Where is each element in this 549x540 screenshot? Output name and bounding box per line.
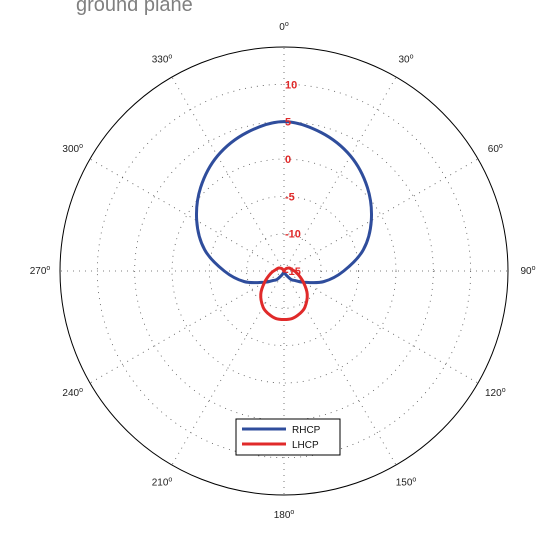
legend: RHCP LHCP bbox=[235, 418, 341, 456]
grid-spoke-1 bbox=[283, 76, 397, 272]
angle-label-0: 0o bbox=[279, 21, 289, 33]
grid-ring-3 bbox=[171, 158, 397, 384]
legend-label-rhcp: RHCP bbox=[292, 425, 321, 436]
legend-box bbox=[235, 418, 341, 456]
angle-label-240: 240o bbox=[62, 387, 83, 399]
series-line-lhcp bbox=[259, 266, 309, 322]
angle-label-120: 120o bbox=[485, 387, 506, 399]
grid-spoke-11 bbox=[171, 76, 285, 272]
r-tick-label-10: 10 bbox=[285, 79, 297, 91]
angle-label-210: 210o bbox=[152, 476, 173, 488]
angle-label-270: 270o bbox=[30, 265, 51, 277]
grid-spoke-10 bbox=[89, 158, 285, 272]
grid-spoke-5 bbox=[283, 270, 397, 466]
angle-label-90: 90o bbox=[520, 265, 535, 277]
angle-label-30: 30o bbox=[398, 54, 413, 66]
grid-ring-1 bbox=[246, 233, 322, 309]
angle-label-60: 60o bbox=[488, 143, 503, 155]
grid-spoke-4 bbox=[283, 270, 479, 384]
r-tick-label--5: -5 bbox=[285, 191, 295, 203]
angle-label-180: 180o bbox=[274, 509, 295, 521]
legend-label-lhcp: LHCP bbox=[292, 440, 319, 451]
angle-label-330: 330o bbox=[152, 54, 173, 66]
grid-spoke-7 bbox=[171, 270, 285, 466]
r-tick-label--10: -10 bbox=[285, 229, 301, 241]
r-tick-label-0: 0 bbox=[285, 154, 291, 166]
r-tick-label--15: -15 bbox=[285, 266, 301, 278]
grid-ring-2 bbox=[208, 195, 360, 347]
angle-label-150: 150o bbox=[396, 476, 417, 488]
outer-boundary bbox=[59, 46, 509, 496]
r-tick-label-5: 5 bbox=[285, 117, 291, 129]
grid-spoke-8 bbox=[89, 270, 285, 384]
grid-spoke-2 bbox=[283, 158, 479, 272]
series-layer bbox=[195, 120, 373, 322]
chart-title-fragment: ground plane bbox=[76, 0, 193, 16]
label-layer: 0o 30o 60o 90o 120o 150o 180o 210o 240o 270o 300o 3… bbox=[30, 21, 536, 521]
angle-label-300: 300o bbox=[62, 143, 83, 155]
